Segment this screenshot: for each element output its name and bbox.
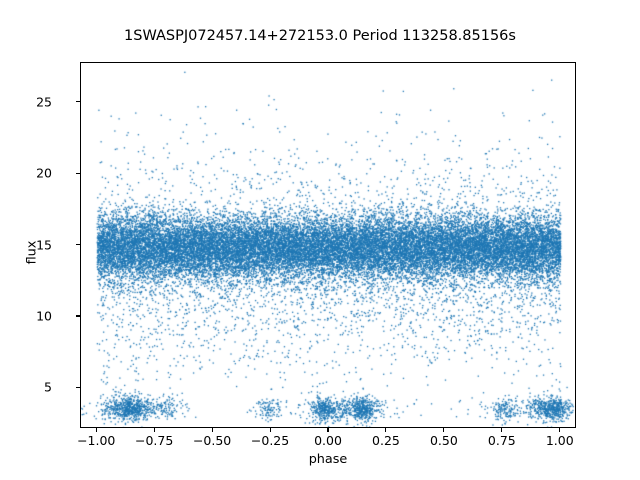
y-axis-label: flux: [24, 240, 40, 265]
x-tick-mark: [443, 428, 445, 432]
y-tick-mark: [76, 315, 80, 317]
x-tick-label: 0.75: [487, 433, 516, 448]
scatter-plot-canvas: [81, 63, 575, 427]
x-tick-mark: [501, 428, 503, 432]
x-tick-label: 0.50: [429, 433, 458, 448]
x-tick-mark: [153, 428, 155, 432]
x-tick-mark: [327, 428, 329, 432]
x-tick-label: −0.25: [250, 433, 290, 448]
x-tick-label: 0.25: [372, 433, 400, 448]
y-tick-label: 15: [36, 237, 52, 253]
x-tick-label: −1.00: [77, 433, 116, 448]
y-tick-mark: [76, 172, 80, 174]
plot-axes-frame: [80, 62, 576, 428]
chart-title: 1SWASPJ072457.14+272153.0 Period 113258.…: [124, 28, 516, 44]
x-tick-mark: [269, 428, 271, 432]
y-tick-mark: [76, 101, 80, 103]
y-tick-mark: [76, 386, 80, 388]
y-tick-label: 25: [36, 94, 52, 110]
x-tick-mark: [95, 428, 97, 432]
y-tick-mark: [76, 244, 80, 246]
x-axis-label: phase: [308, 452, 348, 467]
x-tick-label: −0.75: [135, 433, 174, 448]
x-tick-mark: [385, 428, 387, 432]
x-tick-label: 1.00: [545, 433, 574, 448]
x-tick-label: 0.00: [314, 433, 342, 448]
y-tick-label: 10: [36, 308, 52, 324]
y-tick-label: 20: [36, 165, 52, 181]
x-tick-mark: [559, 428, 561, 432]
x-tick-label: −0.50: [192, 433, 232, 448]
x-tick-mark: [211, 428, 213, 432]
y-tick-label: 5: [44, 379, 52, 395]
